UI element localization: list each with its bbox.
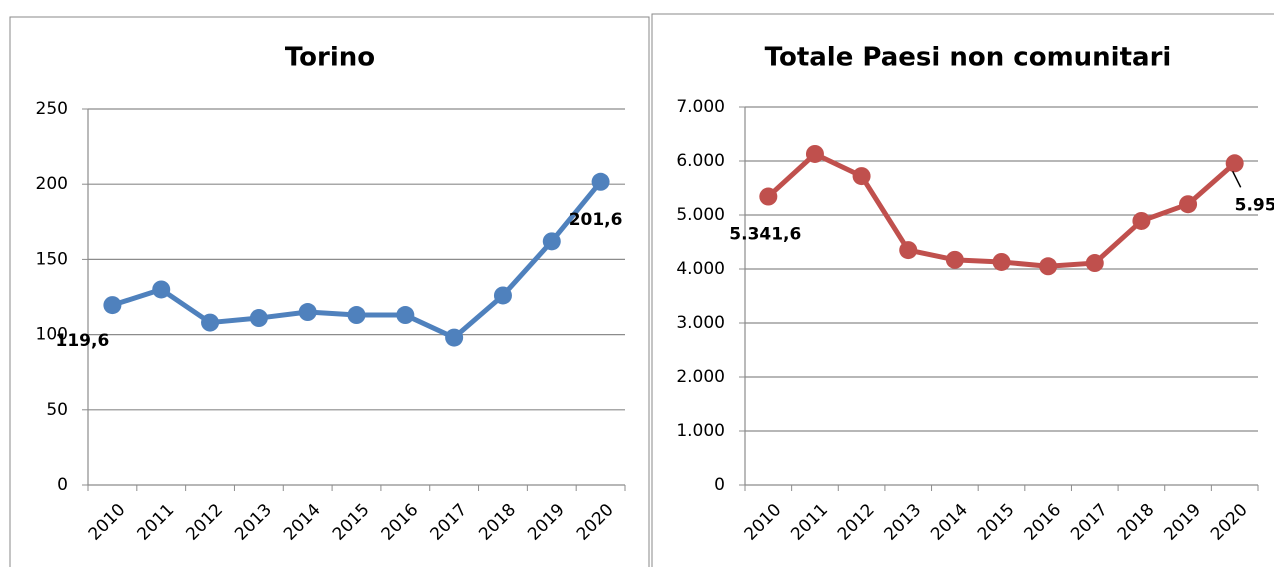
point xyxy=(945,250,964,269)
y-tick-label: 2.000 xyxy=(676,367,725,387)
panel-border xyxy=(9,16,650,567)
x-tick-label: 2012 xyxy=(834,500,879,545)
chart-title: Torino xyxy=(285,43,375,73)
x-tick-label: 2016 xyxy=(1020,500,1065,545)
y-tick-label: 6.000 xyxy=(676,151,725,171)
x-tick-label: 2012 xyxy=(182,500,227,545)
x-tick-label: 2010 xyxy=(85,500,130,545)
point xyxy=(759,187,778,206)
series-line xyxy=(766,151,1237,269)
point xyxy=(445,328,464,347)
point xyxy=(805,144,824,163)
y-tick-label: 50 xyxy=(46,400,68,420)
y-tick-label: 3.000 xyxy=(676,313,725,333)
x-tick-label: 2018 xyxy=(1114,500,1159,545)
x-tick-label: 2017 xyxy=(1067,500,1112,545)
data-label: 201,6 xyxy=(569,210,623,230)
point xyxy=(152,280,171,299)
y-tick-label: 0 xyxy=(714,475,725,495)
y-tick-label: 200 xyxy=(36,174,68,194)
x-tick-label: 2019 xyxy=(524,500,569,545)
chart-title: Totale Paesi non comunitari xyxy=(765,43,1172,73)
point xyxy=(1225,154,1244,173)
x-tick-label: 2010 xyxy=(741,500,786,545)
point xyxy=(493,286,512,305)
data-label: 5.957,3 xyxy=(1235,195,1274,215)
x-tick-label: 2020 xyxy=(1207,500,1252,545)
x-tick-label: 2011 xyxy=(787,500,832,545)
y-tick-label: 7.000 xyxy=(676,97,725,117)
x-tick-label: 2015 xyxy=(974,500,1019,545)
point xyxy=(1179,195,1198,214)
x-tick-label: 2018 xyxy=(475,500,520,545)
point xyxy=(347,306,366,325)
x-tick-label: 2013 xyxy=(231,500,276,545)
x-tick-label: 2016 xyxy=(378,500,423,545)
x-tick-label: 2019 xyxy=(1160,500,1205,545)
point xyxy=(201,313,220,332)
point xyxy=(298,303,317,322)
point xyxy=(591,172,610,191)
point xyxy=(992,252,1011,271)
x-tick-label: 2013 xyxy=(881,500,926,545)
y-tick-label: 250 xyxy=(36,99,68,119)
x-tick-label: 2017 xyxy=(426,500,471,545)
x-tick-label: 2014 xyxy=(280,500,325,545)
y-tick-label: 0 xyxy=(57,475,68,495)
x-tick-label: 2014 xyxy=(927,500,972,545)
panel-border xyxy=(651,13,1274,567)
y-tick-label: 5.000 xyxy=(676,205,725,225)
point xyxy=(852,167,871,186)
point xyxy=(542,232,561,251)
x-tick-label: 2011 xyxy=(134,500,179,545)
y-tick-label: 4.000 xyxy=(676,259,725,279)
point xyxy=(1085,254,1104,273)
y-tick-label: 1.000 xyxy=(676,421,725,441)
data-label: 5.341,6 xyxy=(729,225,801,245)
x-tick-label: 2020 xyxy=(573,500,618,545)
x-tick-label: 2015 xyxy=(329,500,374,545)
data-label: 119,6 xyxy=(56,331,110,351)
point xyxy=(1039,257,1058,276)
y-tick-label: 150 xyxy=(36,249,68,269)
point xyxy=(899,241,918,260)
point xyxy=(396,306,415,325)
point xyxy=(103,296,122,315)
y-tick-label: 100 xyxy=(36,325,68,345)
point xyxy=(1132,211,1151,230)
point xyxy=(249,309,268,328)
label-leader xyxy=(1232,170,1242,188)
